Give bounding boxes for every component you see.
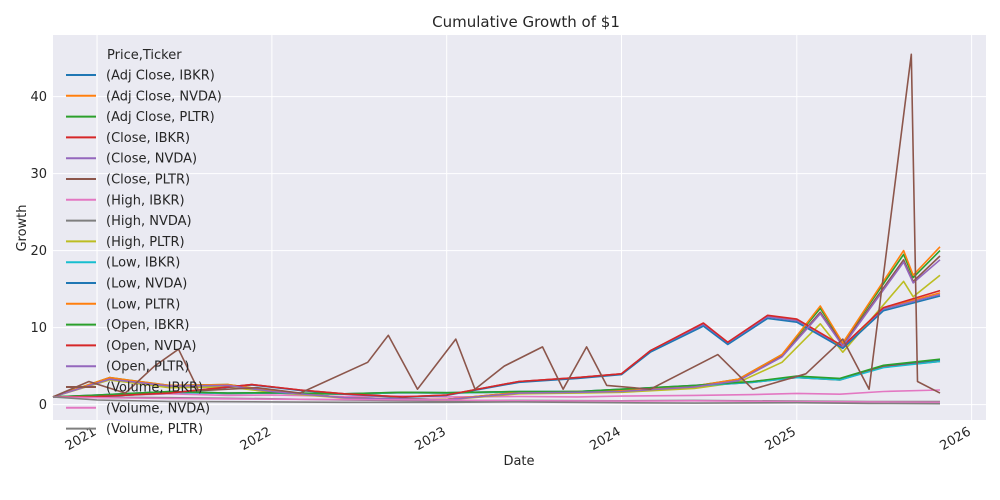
plot-area [53,35,986,420]
series-line-6 [52,389,941,398]
legend-entry: (Low, NVDA) [66,277,187,292]
x-tick-label: 2024 [587,424,623,454]
legend-label: (Adj Close, IBKR) [106,69,215,84]
legend-label: (Low, NVDA) [106,277,187,292]
legend-label: (Volume, NVDA) [106,401,210,416]
y-tick-label: 20 [30,244,47,259]
chart-title: Cumulative Growth of $1 [432,13,620,31]
series-line-13 [52,289,941,398]
x-tick-label: 2022 [238,424,274,454]
x-axis-label: Date [503,454,534,469]
y-axis-ticks: 0 10 20 30 40 [30,90,47,413]
legend-label: (Close, PLTR) [106,173,190,188]
series-line-15 [52,53,941,398]
y-tick-label: 30 [30,167,47,182]
legend-entry: (Open, PLTR) [66,360,189,375]
series-line-12 [52,358,941,398]
series-line-16 [52,396,941,404]
legend-entry: (Low, PLTR) [66,297,180,312]
legend-label: (High, IBKR) [106,193,185,208]
legend-label: (Adj Close, NVDA) [106,89,222,104]
y-axis-label: Growth [15,204,30,251]
legend-label: (Adj Close, PLTR) [106,110,215,125]
legend-entry: (Low, IBKR) [66,256,180,271]
legend-entry: (High, NVDA) [66,214,192,229]
series-line-17 [52,396,941,405]
legend-label: (High, PLTR) [106,235,185,250]
y-tick-label: 40 [30,90,47,105]
x-tick-label: 2026 [937,424,973,454]
legend-entry: (Volume, IBKR) [66,381,203,396]
legend-label: (Open, IBKR) [106,318,189,333]
legend-label: (Open, NVDA) [106,339,196,354]
legend-entry: (Open, NVDA) [66,339,196,354]
legend-entry: (Close, IBKR) [66,131,190,146]
legend-entry: (High, IBKR) [66,193,185,208]
legend-entry: (Adj Close, NVDA) [66,89,222,104]
series-lines [52,53,941,405]
x-tick-label: 2025 [763,424,799,454]
legend-label: (High, NVDA) [106,214,192,229]
legend-label: (Close, NVDA) [106,152,197,167]
legend-title: Price,Ticker [107,48,182,63]
legend-label: (Low, PLTR) [106,297,180,312]
legend-entry: (Adj Close, PLTR) [66,110,215,125]
gridlines [53,35,986,420]
y-tick-label: 0 [39,398,47,413]
legend-entry: (Close, NVDA) [66,152,197,167]
legend-label: (Volume, PLTR) [106,422,203,437]
x-tick-label: 2023 [413,424,449,454]
legend-entry: (High, PLTR) [66,235,185,250]
legend-label: (Close, IBKR) [106,131,190,146]
legend-entry: (Close, PLTR) [66,173,190,188]
legend-entry: (Volume, PLTR) [66,422,203,437]
legend: Price,Ticker (Adj Close, IBKR) (Adj Close… [66,48,222,437]
series-line-14 [52,259,941,401]
legend-entry: (Open, IBKR) [66,318,189,333]
legend-entry: (Adj Close, IBKR) [66,69,215,84]
legend-entry: (Volume, NVDA) [66,401,210,416]
legend-label: (Open, PLTR) [106,360,189,375]
y-tick-label: 10 [30,321,47,336]
legend-label: (Low, IBKR) [106,256,180,271]
legend-label: (Volume, IBKR) [106,381,203,396]
